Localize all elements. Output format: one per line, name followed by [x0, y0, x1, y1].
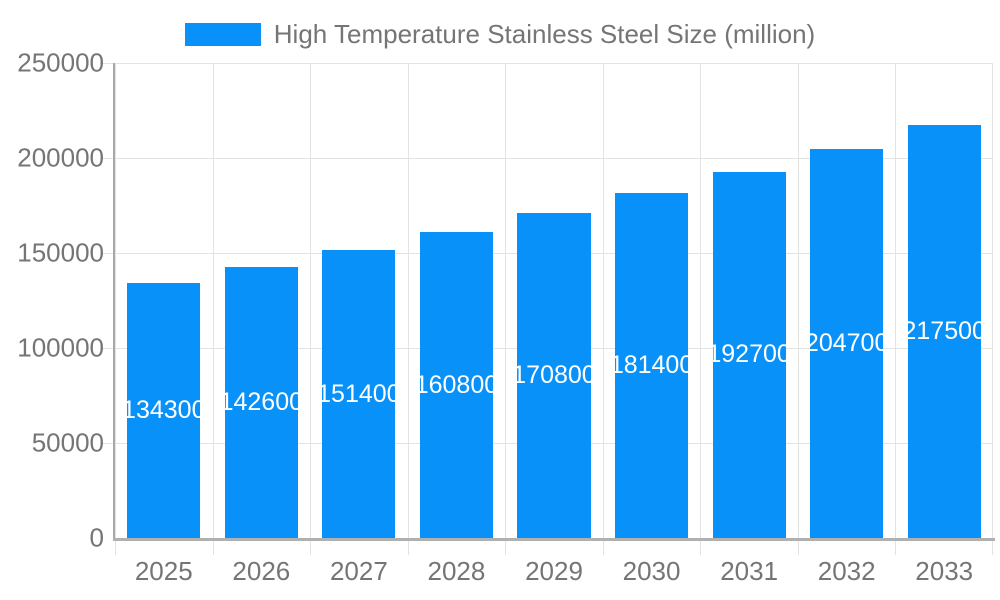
bar-slot: 134300 — [115, 63, 213, 538]
x-tick-label: 2031 — [720, 556, 779, 586]
bar-slot: 204700 — [798, 63, 896, 538]
bar-2029[interactable]: 170800 — [517, 213, 591, 538]
legend-swatch[interactable] — [184, 22, 261, 46]
gridline-v — [212, 63, 214, 555]
bar-value-label: 192700 — [712, 340, 786, 369]
y-tick-label: 50000 — [31, 427, 104, 458]
y-tick-label: 150000 — [17, 237, 104, 268]
bar-2032[interactable]: 204700 — [810, 149, 884, 538]
gridline-v — [992, 63, 993, 555]
y-tick-label: 250000 — [17, 47, 104, 78]
gridline-v — [700, 63, 702, 555]
bar-value-label: 204700 — [810, 329, 884, 358]
x-tick-label: 2030 — [622, 556, 681, 586]
bar-value-label: 170800 — [517, 361, 591, 390]
bar-slot: 192700 — [700, 63, 798, 538]
y-tick-label: 0 — [89, 522, 104, 553]
gridline-h — [100, 63, 993, 64]
gridline-v — [310, 63, 312, 555]
gridline-v — [407, 63, 409, 555]
bar-2031[interactable]: 192700 — [712, 171, 786, 538]
bar-value-label: 151400 — [322, 379, 396, 408]
bar-2026[interactable]: 142600 — [224, 267, 298, 538]
gridline-v — [895, 63, 897, 555]
bar-value-label: 217500 — [907, 316, 981, 345]
bar-value-label: 181400 — [614, 351, 689, 380]
bar-2030[interactable]: 181400 — [614, 193, 689, 538]
x-axis-line — [113, 538, 995, 541]
gridline-v — [505, 63, 507, 555]
x-tick-label: 2026 — [232, 556, 291, 586]
x-tick-label: 2029 — [525, 556, 583, 586]
bar-2033[interactable]: 217500 — [907, 124, 981, 538]
x-tick-label: 2028 — [427, 556, 486, 586]
y-tick-label: 200000 — [17, 142, 104, 173]
x-tick-label: 2032 — [817, 556, 876, 586]
y-axis-labels: 0 50000 100000 150000 200000 250000 — [0, 48, 104, 553]
bar-2025[interactable]: 134300 — [127, 282, 201, 538]
gridline-v — [797, 63, 799, 555]
bar-slot: 151400 — [310, 63, 408, 538]
bar-slot: 181400 — [603, 63, 701, 538]
gridline-h — [100, 158, 993, 159]
plot-area: 134300 142600 151400 160800 170800 181400 1927… — [100, 63, 995, 555]
gridline-v — [602, 63, 604, 555]
bar-slot: 160800 — [408, 63, 506, 538]
bar-2027[interactable]: 151400 — [322, 250, 396, 538]
bar-value-label: 160800 — [419, 370, 493, 399]
bar-2028[interactable]: 160800 — [419, 232, 493, 538]
legend: High Temperature Stainless Steel Size (m… — [0, 18, 1000, 49]
x-tick-label: 2025 — [134, 556, 193, 586]
x-axis-labels: 2025 2026 2027 2028 2029 2030 2031 2032 2033 — [115, 556, 993, 590]
bar-slot: 142600 — [213, 63, 311, 538]
x-tick-label: 2027 — [329, 556, 388, 586]
bar-value-label: 134300 — [127, 395, 201, 424]
x-tick-mark — [115, 63, 116, 555]
x-tick-label: 2033 — [915, 556, 974, 586]
bar-value-label: 142600 — [224, 388, 298, 417]
bar-slot: 217500 — [895, 63, 993, 538]
bar-slot: 170800 — [505, 63, 603, 538]
y-axis-line — [113, 63, 115, 541]
y-tick-label: 100000 — [17, 332, 104, 363]
legend-label[interactable]: High Temperature Stainless Steel Size (m… — [273, 18, 816, 49]
